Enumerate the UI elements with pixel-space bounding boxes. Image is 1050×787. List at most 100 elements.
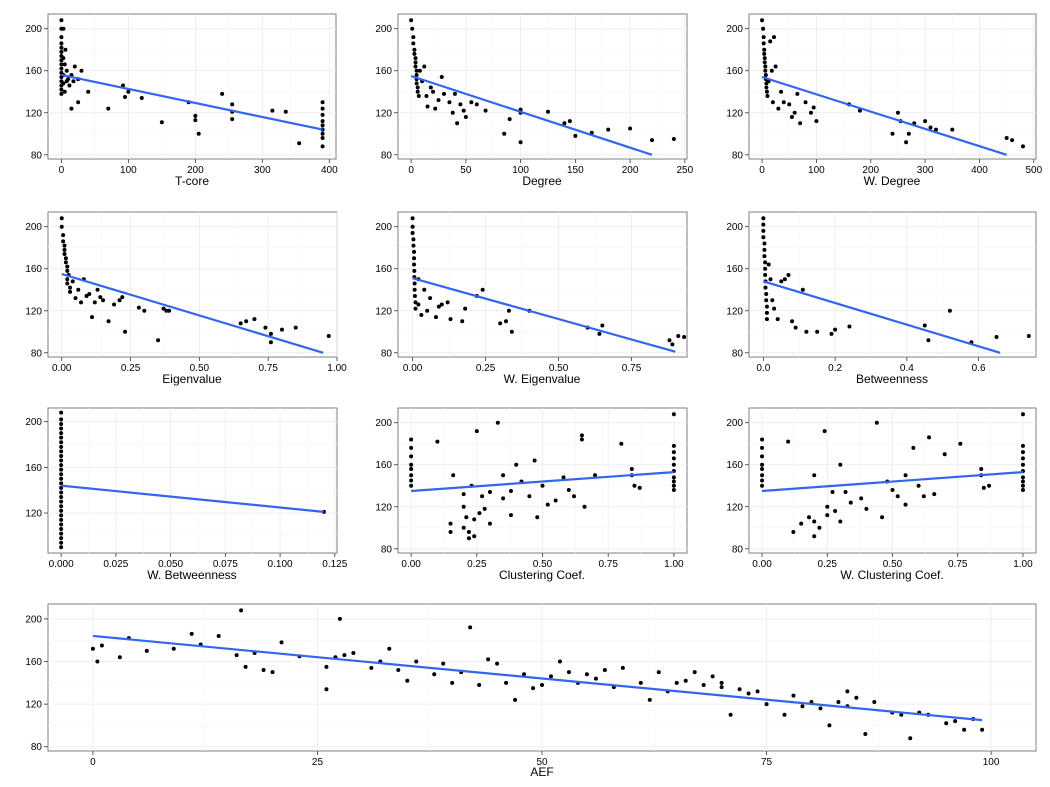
data-point	[495, 661, 500, 666]
data-point	[66, 77, 71, 82]
data-point	[847, 324, 852, 329]
data-point	[825, 513, 830, 518]
data-point	[61, 56, 66, 61]
data-point	[59, 472, 64, 477]
data-point	[59, 476, 64, 481]
data-point	[428, 296, 433, 301]
data-point	[787, 102, 792, 107]
data-point	[859, 496, 864, 501]
data-point	[439, 302, 444, 307]
data-point	[230, 117, 235, 122]
data-point	[506, 308, 511, 313]
data-point	[409, 437, 414, 442]
data-point	[196, 131, 201, 136]
data-point	[904, 140, 909, 145]
fit-line	[61, 484, 324, 513]
data-point	[606, 127, 611, 132]
data-point	[409, 466, 414, 471]
x-tick-label: 300	[254, 165, 271, 176]
data-point	[812, 473, 817, 478]
data-point	[480, 494, 485, 499]
data-point	[1004, 135, 1009, 140]
data-point	[513, 697, 518, 702]
data-point	[293, 325, 298, 330]
data-point	[243, 664, 248, 669]
data-point	[818, 706, 823, 711]
data-point	[463, 114, 468, 119]
data-point	[928, 125, 933, 130]
data-point	[760, 483, 765, 488]
data-point	[953, 719, 958, 724]
data-point	[561, 475, 566, 480]
data-point	[409, 454, 414, 459]
data-point	[435, 439, 440, 444]
data-point	[962, 727, 967, 732]
data-point	[848, 500, 853, 505]
data-point	[410, 26, 415, 31]
data-point	[760, 462, 765, 467]
y-tick-label: 120	[726, 108, 743, 119]
data-point	[70, 279, 75, 284]
data-point	[472, 517, 477, 522]
xlabel-w-degree: W. Degree	[864, 174, 921, 188]
y-tick-label: 200	[726, 222, 743, 233]
data-point	[895, 110, 900, 115]
x-tick-label: 200	[622, 165, 639, 176]
data-point	[452, 91, 457, 96]
data-point	[320, 112, 325, 117]
x-tick-label: 0	[759, 165, 765, 176]
data-point	[1020, 479, 1025, 484]
data-point	[477, 511, 482, 516]
data-point	[501, 473, 506, 478]
data-point	[728, 712, 733, 717]
data-point	[830, 490, 835, 495]
data-point	[628, 126, 633, 131]
data-point	[532, 458, 537, 463]
data-point	[59, 45, 64, 50]
data-point	[600, 323, 605, 328]
data-point	[763, 68, 768, 73]
data-point	[469, 100, 474, 105]
data-point	[239, 608, 244, 613]
data-point	[126, 89, 131, 94]
data-point	[843, 490, 848, 495]
x-tick-label: 0.50	[190, 363, 210, 374]
data-point	[762, 254, 767, 259]
data-point	[448, 317, 453, 322]
data-point	[760, 454, 765, 459]
data-point	[62, 243, 67, 248]
data-point	[230, 102, 235, 107]
data-point	[416, 302, 421, 307]
data-point	[829, 331, 834, 336]
data-point	[1020, 443, 1025, 448]
data-point	[270, 670, 275, 675]
y-tick-label: 160	[726, 264, 743, 275]
data-point	[415, 85, 420, 90]
data-point	[59, 508, 64, 513]
x-tick-label: 0.00	[403, 363, 423, 374]
fit-line	[761, 75, 1007, 156]
panel-t-core: T-core 0 100 200 300 400 80 120 160 200	[25, 13, 338, 188]
data-point	[647, 697, 652, 702]
data-point	[807, 515, 812, 520]
data-point	[320, 144, 325, 149]
data-point	[522, 672, 527, 677]
data-point	[762, 241, 767, 246]
data-point	[117, 655, 122, 660]
data-point	[701, 682, 706, 687]
data-point	[69, 106, 74, 111]
data-point	[414, 81, 419, 86]
fit-line	[61, 272, 324, 354]
fit-line	[761, 470, 1024, 493]
data-point	[579, 433, 584, 438]
x-tick-label: 0.100	[268, 559, 293, 570]
data-point	[412, 287, 417, 292]
data-point	[410, 224, 415, 229]
x-tick-label: 0.75	[622, 363, 642, 374]
data-point	[411, 41, 416, 46]
data-point	[863, 731, 868, 736]
data-point	[324, 687, 329, 692]
x-tick-label: 0	[90, 757, 96, 768]
data-point	[815, 329, 820, 334]
data-point	[106, 319, 111, 324]
